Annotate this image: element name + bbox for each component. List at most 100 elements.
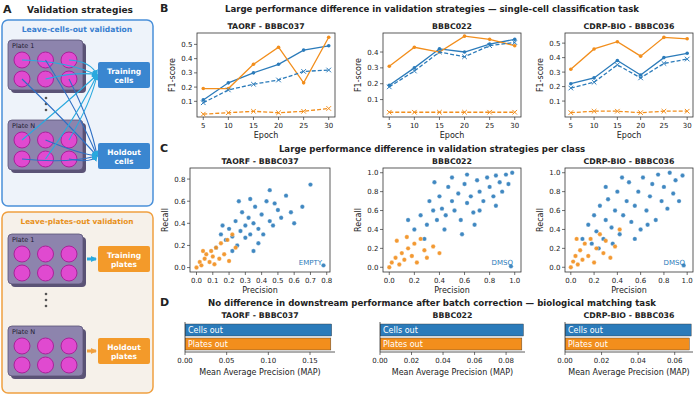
arrow xyxy=(46,75,98,159)
x-tick-label: 10 xyxy=(410,122,419,130)
scatter-point xyxy=(202,257,206,261)
scatter-point xyxy=(465,172,469,176)
scatter-point xyxy=(308,182,312,186)
line-marker xyxy=(277,63,281,67)
arrow xyxy=(46,60,98,156)
x-tick-label: 0.00 xyxy=(557,357,573,365)
scatter-point xyxy=(230,232,234,236)
x-tick xyxy=(474,352,475,355)
y-tick-label: 0.2 xyxy=(367,80,378,88)
x-tick-label: 0.4 xyxy=(612,277,624,285)
chart-title: CDRP-BIO - BBBC036 xyxy=(584,311,675,320)
y-tick-label: 1.0 xyxy=(367,169,378,177)
y-tick xyxy=(380,229,383,230)
chart-line: BBBC022510152025300.10.20.30.4EpochF1-sc… xyxy=(354,22,521,140)
scatter-point xyxy=(431,208,435,212)
well xyxy=(38,357,54,373)
scatter-point xyxy=(574,237,578,241)
scatter-point xyxy=(199,263,203,267)
scatter-point xyxy=(465,201,469,205)
chart-line: TAORF - BBBC037510152025300.10.20.30.40.… xyxy=(168,22,335,140)
x-tick xyxy=(687,272,688,275)
x-tick xyxy=(310,352,311,355)
scatter-point xyxy=(569,265,573,269)
line-marker xyxy=(226,110,231,115)
scatter-point xyxy=(586,254,590,258)
x-axis-label: Epoch xyxy=(617,131,642,140)
scatter-point xyxy=(504,172,508,176)
y-tick-label: 0.1 xyxy=(181,98,192,106)
scatter-point xyxy=(477,208,481,212)
line-marker xyxy=(662,109,667,114)
line-marker xyxy=(462,110,467,115)
scatter-point xyxy=(665,206,669,210)
scatter-point xyxy=(204,252,208,256)
x-tick xyxy=(594,117,595,120)
line xyxy=(571,111,687,112)
line-marker xyxy=(251,109,256,114)
scatter-point xyxy=(633,204,637,208)
target-box xyxy=(98,143,150,169)
y-tick xyxy=(187,201,190,202)
scatter-point xyxy=(633,237,637,241)
x-tick-label: 10 xyxy=(590,122,599,130)
line-marker xyxy=(638,110,643,115)
line-marker xyxy=(488,38,492,42)
x-tick xyxy=(380,352,381,355)
strategy-box xyxy=(2,20,153,206)
plate-label: Plate N xyxy=(12,122,35,130)
y-tick xyxy=(187,179,190,180)
x-axis-label: Precision xyxy=(611,286,647,295)
scatter-point xyxy=(638,227,642,231)
x-tick-label: 20 xyxy=(274,122,283,130)
plot-area xyxy=(185,324,332,350)
scatter-point xyxy=(256,241,260,245)
x-tick-label: 30 xyxy=(683,122,692,130)
y-tick-label: 0.4 xyxy=(549,54,561,62)
scatter-point xyxy=(662,185,666,189)
line-marker xyxy=(685,57,690,62)
scatter-point xyxy=(650,182,654,186)
x-tick-label: 5 xyxy=(387,122,391,130)
x-tick xyxy=(203,117,204,120)
scatter-point xyxy=(209,249,213,253)
x-tick xyxy=(389,117,390,120)
line-marker xyxy=(639,54,643,58)
arrow xyxy=(69,75,97,140)
y-tick-label: 0.5 xyxy=(549,40,560,48)
line-marker xyxy=(685,37,689,41)
y-tick-label: 0.2 xyxy=(181,84,192,92)
scatter-point xyxy=(606,197,610,201)
chart-title: TAORF - BBBC037 xyxy=(221,157,298,166)
scatter-point xyxy=(227,259,231,263)
arrow xyxy=(22,79,97,156)
scatter-point xyxy=(604,218,608,222)
line-marker xyxy=(638,76,643,81)
ellipsis-dot xyxy=(45,305,48,308)
y-tick-label: 0.8 xyxy=(174,176,185,184)
plate-body xyxy=(8,234,83,284)
line-marker xyxy=(387,64,391,68)
chart-line: CDRP-BIO - BBBC036510152025300.10.20.30.… xyxy=(536,22,693,140)
scatter-point xyxy=(578,248,582,252)
x-tick-label: 0.02 xyxy=(594,357,610,365)
category-label: Cells out xyxy=(383,326,418,335)
x-tick xyxy=(196,272,197,275)
chart-title: CDRP-BIO - BBBC036 xyxy=(584,22,675,31)
chart-scatter: TAORF - BBBC0370.00.10.20.30.40.50.60.70… xyxy=(161,157,332,295)
scatter-point xyxy=(259,212,263,216)
x-tick xyxy=(253,117,254,120)
plot-area xyxy=(194,182,325,269)
scatter-point xyxy=(418,237,422,241)
scatter-point xyxy=(627,180,631,184)
well xyxy=(14,265,30,281)
y-axis xyxy=(565,322,566,352)
line xyxy=(571,59,687,88)
y-tick xyxy=(562,86,565,87)
x-tick-label: 0.2 xyxy=(589,277,600,285)
scatter-point xyxy=(219,241,223,245)
scatter-point xyxy=(604,185,608,189)
y-tick-label: 0.0 xyxy=(549,264,560,272)
scatter-point xyxy=(284,193,288,197)
x-axis-label: Mean Average Precision (MAP) xyxy=(392,368,513,377)
